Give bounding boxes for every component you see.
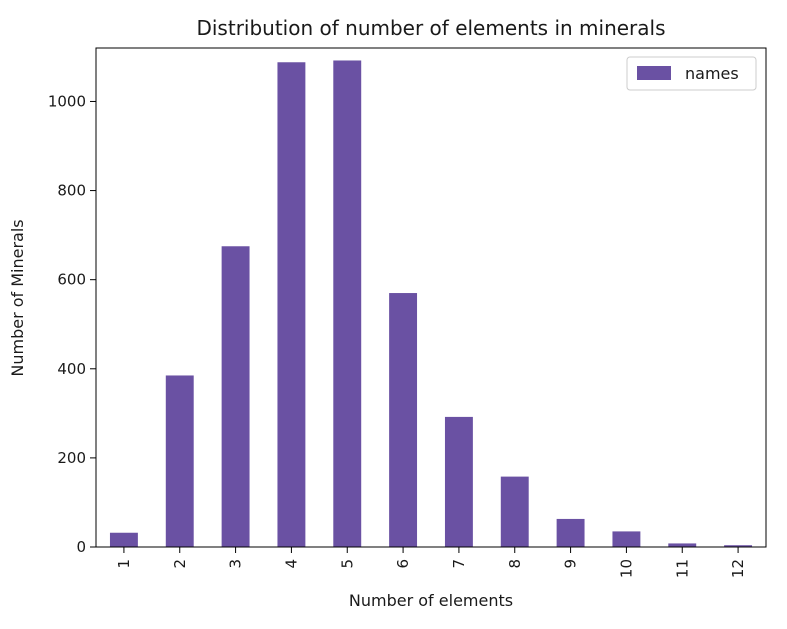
bar — [668, 543, 697, 547]
legend-swatch — [637, 66, 671, 80]
x-tick-label: 6 — [394, 559, 412, 569]
x-tick-label: 10 — [617, 559, 635, 578]
x-tick-label: 9 — [562, 559, 580, 569]
y-tick-label: 400 — [57, 360, 86, 378]
y-axis: 0 200 400 600 800 1000 — [48, 92, 96, 556]
bar — [612, 531, 641, 547]
y-axis-label: Number of Minerals — [8, 219, 27, 376]
bar — [333, 60, 362, 547]
x-tick-label: 1 — [115, 559, 133, 569]
y-tick-label: 1000 — [48, 92, 86, 110]
x-tick-label: 4 — [282, 559, 300, 569]
bar — [389, 293, 418, 547]
bar — [109, 532, 138, 547]
bar — [500, 476, 529, 547]
legend-frame — [626, 56, 757, 91]
x-tick-label: 12 — [729, 559, 747, 578]
bar — [556, 518, 585, 547]
bar — [221, 246, 250, 547]
x-axis-label: Number of elements — [349, 591, 513, 610]
y-tick-label: 600 — [57, 271, 86, 289]
bar — [277, 62, 306, 547]
y-tick-label: 0 — [76, 538, 86, 556]
legend: names — [626, 56, 757, 91]
x-tick-label: 3 — [227, 559, 245, 569]
bar — [724, 545, 753, 547]
y-tick-label: 800 — [57, 182, 86, 200]
x-tick-label: 7 — [450, 559, 468, 569]
x-tick-label: 11 — [673, 559, 691, 578]
plot-frame — [95, 47, 767, 548]
bar-series — [109, 60, 753, 547]
bar — [444, 416, 473, 547]
legend-label: names — [685, 64, 739, 83]
bar — [165, 375, 194, 547]
chart-title: Distribution of number of elements in mi… — [196, 16, 665, 40]
x-axis: 1 2 3 4 5 6 7 8 9 10 11 12 — [115, 547, 747, 578]
x-tick-label: 5 — [338, 559, 356, 569]
y-tick-label: 200 — [57, 449, 86, 467]
x-tick-label: 8 — [506, 559, 524, 569]
x-tick-label: 2 — [171, 559, 189, 569]
